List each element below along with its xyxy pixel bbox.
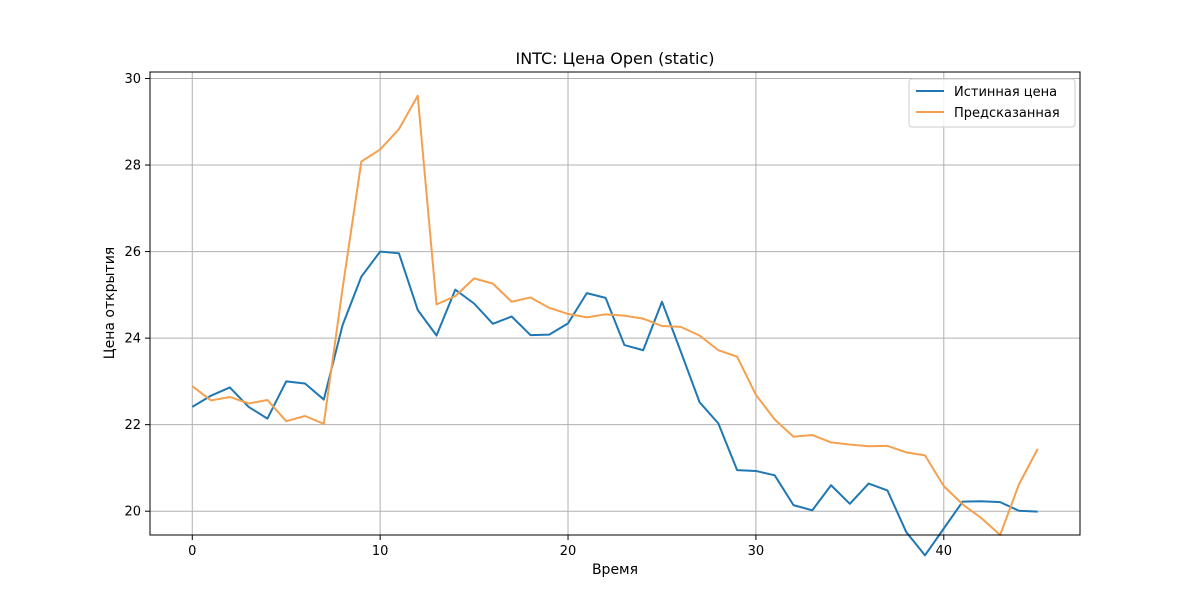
y-tick-label: 28: [124, 159, 141, 174]
x-tick-label: 0: [188, 544, 196, 559]
legend: Истинная цена Предсказанная: [908, 78, 1076, 128]
x-axis-label: Время: [592, 562, 638, 578]
series-layer: [191, 94, 1039, 557]
legend-label-predicted: Предсказанная: [954, 106, 1060, 121]
series-line-1: [191, 94, 1039, 536]
x-tick-label: 10: [372, 544, 389, 559]
y-axis-label: Цена открытия: [102, 247, 118, 359]
grid: [150, 72, 1080, 535]
y-tick-label: 20: [124, 505, 141, 520]
plot-frame: [149, 71, 1081, 536]
x-tick-label: 40: [936, 544, 953, 559]
legend-label-true-price: Истинная цена: [954, 85, 1057, 100]
legend-box: [908, 78, 1076, 128]
y-tick-label: 24: [124, 332, 141, 347]
y-tick-label: 22: [124, 418, 141, 433]
ticks: 0 10 20 30 40 20 22 24 26 28 30: [124, 72, 952, 559]
chart-title: INTC: Цена Open (static): [515, 49, 714, 68]
y-tick-label: 26: [124, 245, 141, 260]
x-tick-label: 30: [748, 544, 765, 559]
x-tick-label: 20: [560, 544, 577, 559]
y-tick-label: 30: [124, 72, 141, 87]
